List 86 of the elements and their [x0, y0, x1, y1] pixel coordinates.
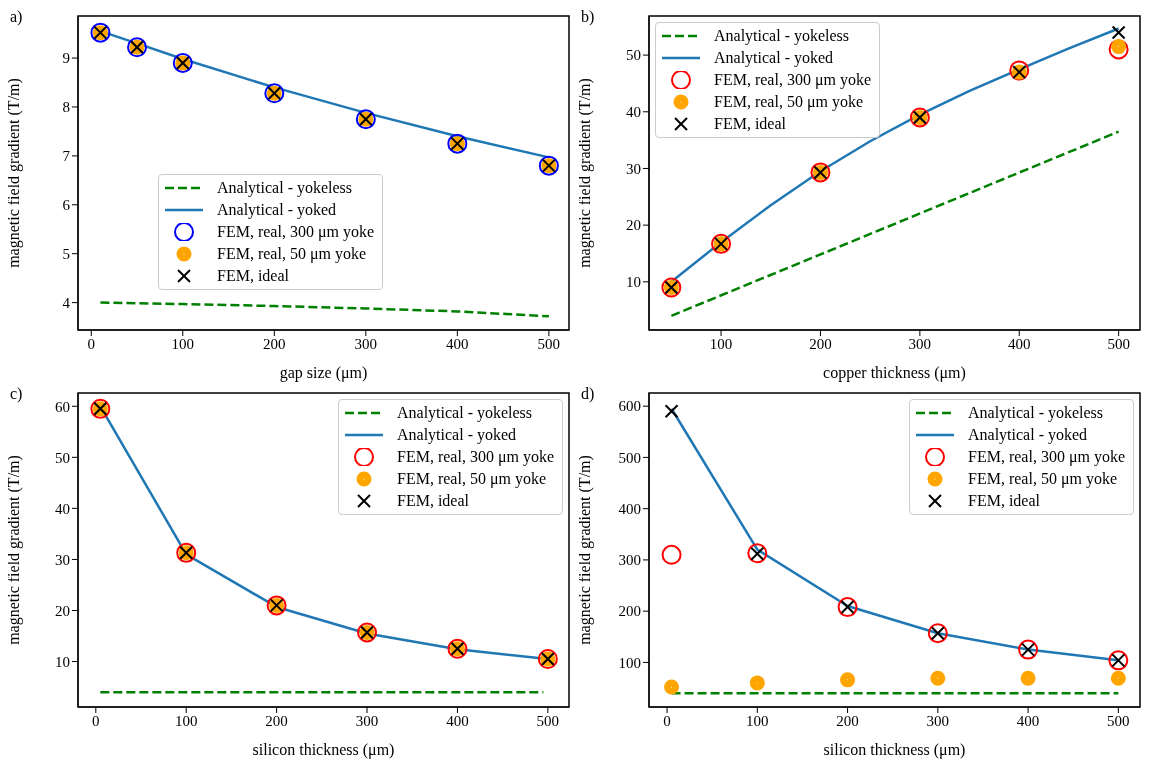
x-tick-label: 400 [446, 712, 469, 729]
x-tick-label: 300 [908, 335, 932, 352]
x-tick-label: 400 [1016, 712, 1040, 729]
legend-label: FEM, ideal [217, 267, 289, 285]
x-tick-label: 200 [263, 335, 286, 352]
legend-label: FEM, real, 300 μm yoke [217, 223, 374, 241]
legend-label: Analytical - yoked [217, 201, 337, 219]
legend-label: FEM, real, 50 μm yoke [397, 470, 546, 488]
y-tick-label: 300 [618, 552, 641, 569]
y-tick-label: 20 [626, 217, 641, 234]
y-tick-label: 400 [618, 500, 641, 517]
x-tick-label: 200 [836, 712, 859, 729]
x-tick-label: 500 [537, 335, 561, 352]
y-axis-title: magnetic field gradient (T/m) [4, 455, 23, 645]
chart-title: d) [581, 385, 595, 403]
legend-label: FEM, real, 50 μm yoke [714, 93, 863, 111]
x-axis-title: gap size (μm) [279, 364, 368, 382]
y-tick-label: 60 [55, 398, 70, 415]
point [1020, 670, 1036, 686]
y-tick-label: 600 [618, 398, 641, 415]
x-tick-label: 400 [446, 335, 469, 352]
x-tick-label: 100 [709, 335, 733, 352]
y-tick-label: 40 [626, 104, 641, 121]
x-tick-label: 300 [354, 335, 378, 352]
x-tick-label: 300 [926, 712, 950, 729]
y-tick-label: 20 [55, 602, 70, 619]
y-tick-label: 50 [626, 47, 641, 64]
x-tick-label: 100 [746, 712, 769, 729]
y-tick-label: 30 [626, 160, 641, 177]
y-tick-label: 5 [62, 246, 70, 263]
legend-label: Analytical - yokeless [714, 27, 850, 45]
x-tick-label: 300 [355, 712, 379, 729]
y-tick-label: 7 [62, 148, 71, 165]
x-axis-title: silicon thickness (μm) [823, 741, 966, 759]
y-axis-title: magnetic field gradient (T/m) [575, 78, 594, 268]
y-tick-label: 40 [55, 500, 70, 517]
legend-label: FEM, real, 300 μm yoke [714, 71, 871, 89]
y-tick-label: 4 [62, 294, 71, 311]
x-tick-label: 200 [265, 712, 288, 729]
y-tick-label: 6 [62, 197, 71, 214]
point [749, 675, 765, 691]
y-tick-label: 9 [62, 50, 70, 67]
legend-label: FEM, real, 300 μm yoke [397, 448, 554, 466]
legend-label: FEM, real, 50 μm yoke [217, 245, 366, 263]
legend-label: Analytical - yoked [968, 426, 1088, 444]
x-axis-title: silicon thickness (μm) [252, 741, 395, 759]
x-tick-label: 200 [809, 335, 832, 352]
legend-label: FEM, ideal [397, 492, 469, 510]
point [664, 679, 680, 695]
x-tick-label: 0 [87, 335, 96, 352]
point [1110, 670, 1126, 686]
point [930, 670, 946, 686]
x-tick-label: 500 [536, 712, 560, 729]
legend-label: Analytical - yokeless [217, 179, 353, 197]
legend-label: FEM, ideal [714, 115, 786, 133]
chart-title: a) [10, 8, 23, 26]
chart-title: c) [10, 385, 23, 403]
x-tick-label: 500 [1107, 712, 1130, 729]
y-tick-label: 30 [55, 551, 70, 568]
y-tick-label: 10 [626, 274, 641, 291]
x-axis-title: copper thickness (μm) [823, 364, 966, 382]
legend-label: Analytical - yokeless [968, 404, 1104, 422]
y-axis-title: magnetic field gradient (T/m) [575, 455, 594, 645]
legend-label: Analytical - yoked [714, 49, 834, 67]
x-tick-label: 100 [171, 335, 195, 352]
legend-label: FEM, real, 300 μm yoke [968, 448, 1125, 466]
legend-label: FEM, ideal [968, 492, 1040, 510]
legend-label: Analytical - yoked [397, 426, 517, 444]
y-tick-label: 200 [618, 603, 641, 620]
y-tick-label: 8 [62, 99, 70, 116]
line-series [99, 301, 551, 318]
y-axis-title: magnetic field gradient (T/m) [4, 78, 23, 268]
y-tick-label: 50 [55, 449, 70, 466]
x-tick-label: 500 [1107, 335, 1130, 352]
y-tick-label: 500 [618, 449, 641, 466]
legend-label: Analytical - yokeless [397, 404, 533, 422]
y-tick-label: 10 [55, 653, 70, 670]
legend-label: FEM, real, 50 μm yoke [968, 470, 1117, 488]
point [840, 672, 856, 688]
point [661, 544, 682, 565]
x-tick-label: 100 [174, 712, 198, 729]
y-tick-label: 100 [618, 654, 641, 671]
x-tick-label: 400 [1007, 335, 1031, 352]
x-tick-label: 0 [663, 712, 671, 729]
x-tick-label: 0 [92, 712, 100, 729]
chart-title: b) [581, 8, 595, 26]
